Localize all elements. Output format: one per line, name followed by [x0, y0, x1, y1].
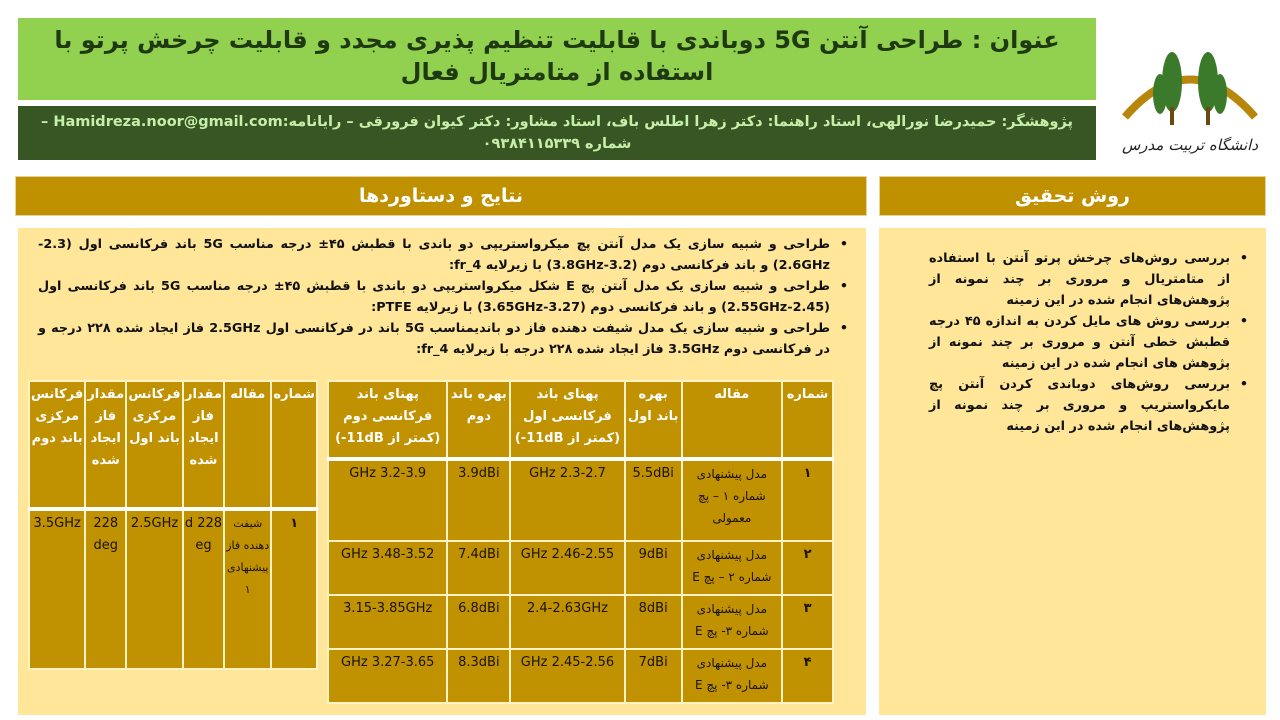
- value-cell: 2.45-2.56 GHz: [509, 648, 626, 704]
- col-header: مقدار فاز ایجاد شده: [84, 380, 128, 511]
- authors-bar: پژوهشگر: حمیدرضا نورالهی، استاد راهنما: …: [18, 106, 1096, 160]
- table-row: ۲ مدل پیشنهادی شماره ۲ – پچ E 9dBi 2.46-2.5…: [326, 540, 834, 596]
- value-cell: 7dBi: [623, 648, 683, 704]
- col-header: مقاله: [223, 380, 273, 511]
- table-row: ۴ مدل پیشنهادی شماره ۳- پچ E 7dBi 2.45-2.56…: [326, 648, 834, 704]
- poster-title: عنوان : طراحی آنتن 5G دوباندی با قابلیت …: [18, 18, 1096, 100]
- value-cell: 228 deg: [84, 508, 128, 670]
- table-row: ۱ مدل پیشنهادی شماره ۱ – پچ معمولی 5.5dBi 2…: [326, 458, 834, 542]
- article-cell: مدل پیشنهادی شماره ۳- پچ E: [680, 648, 784, 704]
- value-cell: 6.8dBi: [446, 594, 512, 650]
- result-bullet: طراحی و شبیه سازی یک مدل شیفت دهنده فاز …: [38, 318, 852, 360]
- value-cell: 3.9dBi: [446, 458, 512, 542]
- col-header: بهره باند اول: [623, 380, 683, 461]
- result-bullet: طراحی و شبیه سازی یک مدل آنتن پچ E شکل م…: [38, 276, 852, 318]
- value-cell: 3.2-3.9 GHz: [326, 458, 449, 542]
- value-cell: ۲: [781, 540, 834, 596]
- value-cell: 3.27-3.65 GHz: [326, 648, 449, 704]
- value-cell: 2.46-2.55 GHz: [509, 540, 626, 596]
- col-header: بهره باند دوم: [446, 380, 512, 461]
- col-header: مقاله: [680, 380, 784, 461]
- col-header: فرکانس مرکزی باند اول: [125, 380, 184, 511]
- value-cell: 2.4-2.63GHz: [509, 594, 626, 650]
- table-row: ۱ شیفت دهنده فاز پیشنهادی ۱ 228 deg 2.5GHz 2…: [27, 508, 318, 670]
- method-bullet: بررسی روش‌های چرخش پرتو آنتن با استفاده …: [929, 248, 1252, 311]
- method-bullet: بررسی روش‌های دوباندی کردن آنتن پچ مایکر…: [929, 374, 1252, 437]
- value-cell: ۱: [781, 458, 834, 542]
- value-cell: ۱: [270, 508, 318, 670]
- col-header: پهنای باند فرکانسی دوم (کمتر از 11dB-): [326, 380, 449, 461]
- value-cell: 9dBi: [623, 540, 683, 596]
- method-bullet: بررسی روش های مایل کردن به اندازه ۴۵ درج…: [929, 311, 1252, 374]
- results-heading: نتایج و دستاوردها: [15, 176, 867, 216]
- value-cell: 8dBi: [623, 594, 683, 650]
- value-cell: 2.5GHz: [125, 508, 184, 670]
- antenna-results-table: شماره مقاله بهره باند اول پهنای باند فرک…: [326, 380, 834, 704]
- svg-text:دانشگاه تربیت مدرس: دانشگاه تربیت مدرس: [1122, 136, 1258, 154]
- article-cell: شیفت دهنده فاز پیشنهادی ۱: [223, 508, 273, 670]
- value-cell: ۳: [781, 594, 834, 650]
- value-cell: 8.3dBi: [446, 648, 512, 704]
- value-cell: ۴: [781, 648, 834, 704]
- value-cell: 7.4dBi: [446, 540, 512, 596]
- col-header: پهنای باند فرکانسی اول (کمتر از 11dB-): [509, 380, 626, 461]
- result-bullet: طراحی و شبیه سازی یک مدل آنتن پچ میکرواس…: [38, 234, 852, 276]
- value-cell: 3.48-3.52 GHz: [326, 540, 449, 596]
- university-logo: دانشگاه تربیت مدرس: [1121, 52, 1258, 154]
- method-panel: بررسی روش‌های چرخش پرتو آنتن با استفاده …: [879, 228, 1266, 715]
- article-cell: مدل پیشنهادی شماره ۳- پچ E: [680, 594, 784, 650]
- table-row: ۳ مدل پیشنهادی شماره ۳- پچ E 8dBi 2.4-2.63G…: [326, 594, 834, 650]
- col-header: فرکانس مرکزی باند دوم: [27, 380, 87, 511]
- phase-shifter-table: شماره مقاله مقدار فاز ایجاد شده فرکانس م…: [27, 380, 318, 670]
- col-header: شماره: [270, 380, 318, 511]
- article-cell: مدل پیشنهادی شماره ۲ – پچ E: [680, 540, 784, 596]
- value-cell: 3.5GHz: [27, 508, 87, 670]
- value-cell: 228 deg: [181, 508, 226, 670]
- col-header: شماره: [781, 380, 834, 461]
- article-cell: مدل پیشنهادی شماره ۱ – پچ معمولی: [680, 458, 784, 542]
- value-cell: 2.3-2.7 GHz: [509, 458, 626, 542]
- col-header: مقدار فاز ایجاد شده: [181, 380, 226, 511]
- method-heading: روش تحقیق: [879, 176, 1266, 216]
- value-cell: 3.15-3.85GHz: [326, 594, 449, 650]
- value-cell: 5.5dBi: [623, 458, 683, 542]
